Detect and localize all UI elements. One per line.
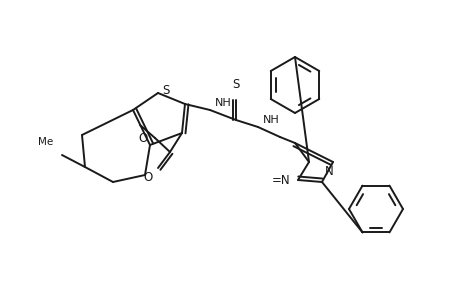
Text: O: O bbox=[139, 131, 148, 145]
Text: S: S bbox=[232, 78, 239, 91]
Text: NH: NH bbox=[263, 115, 279, 125]
Text: O: O bbox=[143, 171, 153, 184]
Text: Me: Me bbox=[38, 137, 53, 147]
Text: =N: =N bbox=[271, 175, 289, 188]
Text: N: N bbox=[325, 165, 333, 178]
Text: NH: NH bbox=[214, 98, 231, 108]
Text: S: S bbox=[162, 83, 169, 97]
